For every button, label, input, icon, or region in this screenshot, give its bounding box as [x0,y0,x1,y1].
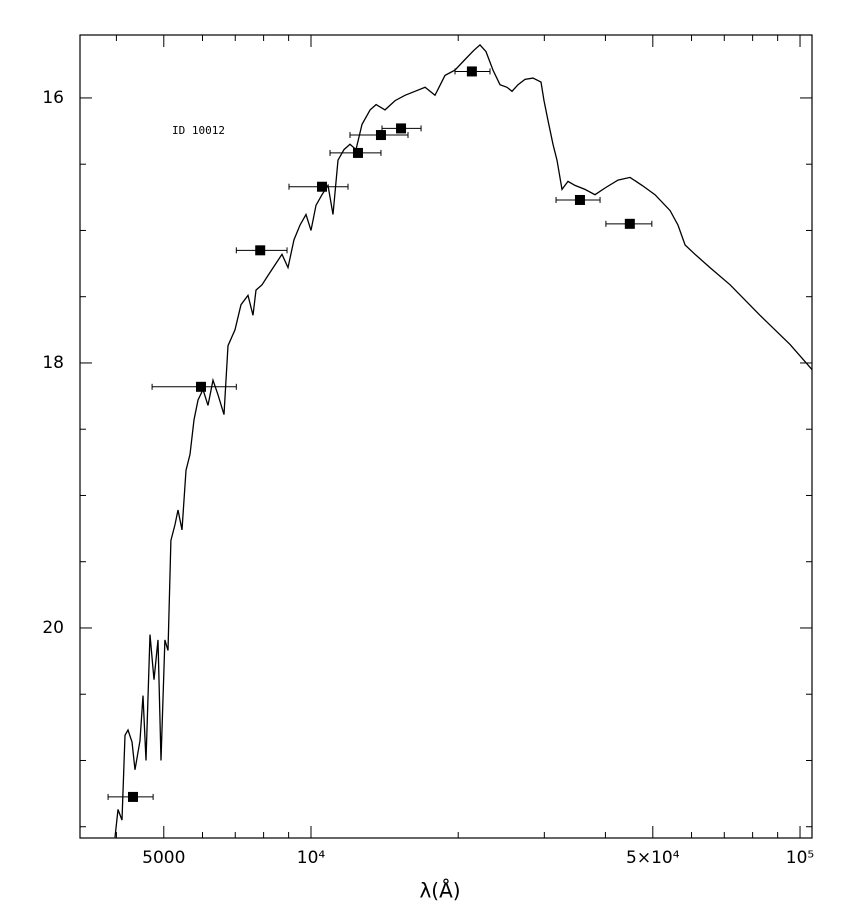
photometry-point [127,791,138,802]
annotation: ID 10012 [172,124,225,137]
photometry-point [352,147,363,158]
plot-frame [79,34,813,839]
photometry-point [375,130,386,141]
x-tick-label: 5000 [142,848,185,868]
model-spectrum [114,43,813,838]
y-tick-label: 20 [42,618,64,638]
photometry-point [396,123,407,134]
x-tick-label: 5×10⁴ [626,848,680,868]
x-tick-label: 10⁵ [786,848,814,868]
photometry-point [624,218,635,229]
x-axis-title: λ(Å) [419,879,460,903]
y-tick-label: 18 [42,353,64,373]
photometry-point [195,381,206,392]
x-tick-label: 10⁴ [297,848,326,868]
photometry-point [316,181,327,192]
photometry-point [574,194,585,205]
photometry-point [466,66,477,77]
photometry-point [255,245,266,256]
y-tick-label: 16 [42,88,64,108]
